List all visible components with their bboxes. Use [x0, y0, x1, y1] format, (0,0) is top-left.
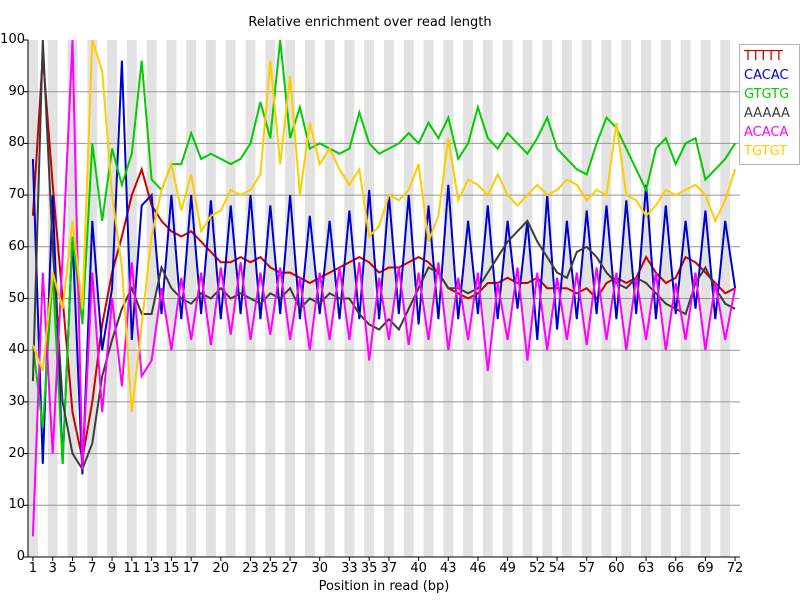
legend-box: TTTTT CACAC GTGTG AAAAA ACACA TGTGT — [739, 44, 800, 165]
x-tick-label: 57 — [578, 561, 595, 576]
series-ACACA — [31, 39, 737, 537]
x-axis-label: Position in read (bp) — [318, 579, 450, 594]
x-tick-label: 1 — [28, 561, 38, 576]
legend-entry-ACACA: ACACA — [744, 125, 789, 140]
y-tick-label: 10 — [8, 497, 25, 513]
x-tick-label: 27 — [281, 561, 299, 576]
x-tick-label: 25 — [261, 561, 279, 576]
x-tick-label: 63 — [637, 561, 655, 576]
x-tick-label: 60 — [608, 561, 625, 576]
x-tick-label: 11 — [123, 561, 141, 576]
x-tick-label: 9 — [107, 561, 117, 576]
x-tick-label: 49 — [499, 561, 516, 576]
chart-title: Relative enrichment over read length — [248, 15, 492, 30]
x-tick-label: 35 — [360, 561, 378, 576]
x-tick-label: 40 — [410, 561, 427, 576]
x-tick-label: 54 — [548, 561, 566, 576]
x-tick-label: 17 — [182, 561, 200, 576]
legend-entry-CACAC: CACAC — [744, 68, 789, 83]
y-tick-label: 50 — [8, 290, 25, 306]
legend-entry-AAAAA: AAAAA — [744, 106, 790, 121]
x-tick-label: 72 — [726, 561, 744, 576]
x-tick-label: 23 — [242, 561, 259, 576]
series-CACAC — [31, 60, 737, 475]
y-tick-label: 100 — [0, 32, 25, 47]
x-tick-label: 15 — [163, 561, 180, 576]
legend-entry-GTGTG: GTGTG — [744, 87, 790, 102]
legend-entry-TTTTT: TTTTT — [744, 49, 783, 64]
y-tick-label: 30 — [8, 393, 25, 409]
y-tick-label: 70 — [8, 187, 25, 203]
x-tick-label: 46 — [469, 561, 487, 576]
x-tick-label: 69 — [697, 561, 714, 576]
series-TGTGT — [31, 39, 737, 413]
x-tick-label: 7 — [88, 561, 97, 576]
y-tick-label: 40 — [8, 342, 25, 358]
x-tick-label: 5 — [68, 561, 77, 576]
x-tick-label: 13 — [143, 561, 160, 576]
x-tick-label: 37 — [380, 561, 398, 576]
x-tick-label: 66 — [667, 561, 684, 576]
y-tick-label: 80 — [8, 135, 25, 151]
y-tick-label: 20 — [8, 445, 25, 461]
x-tick-label: 33 — [341, 561, 358, 576]
x-tick-label: 30 — [311, 561, 328, 576]
x-tick-label: 43 — [439, 561, 457, 576]
y-tick-label: 90 — [8, 83, 25, 99]
x-tick-label: 20 — [212, 561, 230, 576]
x-tick-label: 52 — [528, 561, 546, 576]
x-tick-label: 3 — [48, 561, 57, 576]
y-tick-label: 60 — [8, 238, 25, 254]
legend-entry-TGTGT: TGTGT — [744, 144, 788, 159]
y-tick-label: 0 — [16, 549, 25, 564]
